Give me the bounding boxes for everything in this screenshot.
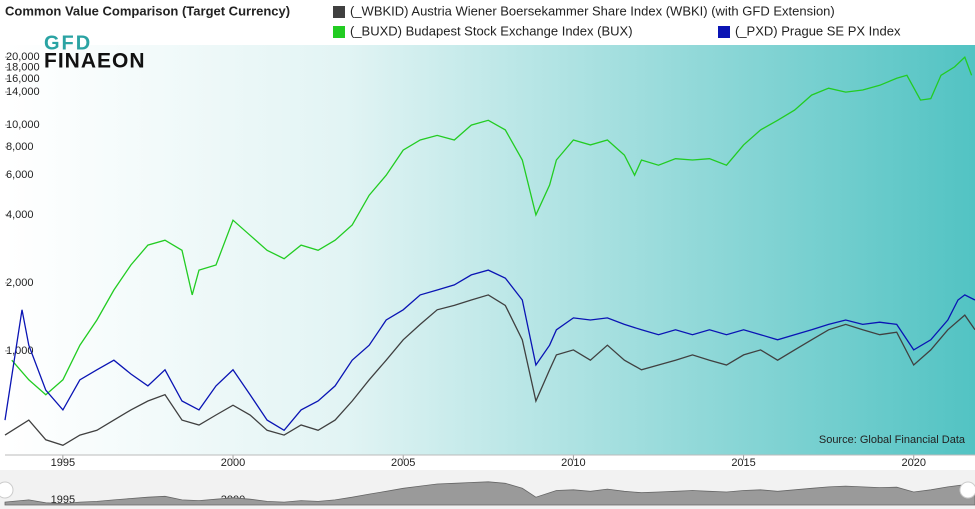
y-tick-label: 4,000 bbox=[6, 209, 34, 221]
plot-background bbox=[5, 45, 975, 455]
legend-label: (_BUXD) Budapest Stock Exchange Index (B… bbox=[350, 23, 633, 38]
x-tick-label: 2015 bbox=[731, 457, 755, 469]
source: Source: Global Financial Data bbox=[819, 434, 966, 446]
legend-swatch bbox=[718, 26, 730, 38]
x-tick-label: 2020 bbox=[901, 457, 925, 469]
legend-label: (_WBKID) Austria Wiener Boersekammer Sha… bbox=[350, 3, 835, 18]
y-tick-label: 16,000 bbox=[6, 73, 40, 85]
chart-title: Common Value Comparison (Target Currency… bbox=[5, 3, 290, 18]
y-tick-label: 10,000 bbox=[6, 119, 40, 131]
y-tick-label: 8,000 bbox=[6, 141, 34, 153]
y-tick-label: 2,000 bbox=[6, 277, 34, 289]
series-line bbox=[4, 269, 975, 432]
x-tick-label: 1995 bbox=[51, 457, 75, 469]
legend-swatch bbox=[333, 26, 345, 38]
y-tick-label: 6,000 bbox=[6, 169, 34, 181]
y-tick-label: 20,000 bbox=[6, 51, 40, 63]
logo-top: GFD bbox=[44, 32, 92, 54]
x-tick-label: 2005 bbox=[391, 457, 415, 469]
legend: (_WBKID) Austria Wiener Boersekammer Sha… bbox=[333, 3, 901, 38]
y-tick-label: 14,000 bbox=[6, 86, 40, 98]
series-line bbox=[11, 55, 973, 396]
legend-swatch bbox=[333, 6, 345, 18]
series-line bbox=[4, 294, 975, 447]
navigator-area bbox=[4, 481, 975, 506]
legend-label: (_PXD) Prague SE PX Index bbox=[735, 23, 901, 38]
navigator-handle[interactable] bbox=[959, 481, 975, 499]
logo-bottom: FINAEON bbox=[44, 50, 146, 73]
x-tick-label: 2010 bbox=[561, 457, 585, 469]
navigator-handle[interactable] bbox=[0, 481, 14, 499]
x-tick-label: 2000 bbox=[221, 457, 245, 469]
y-tick-label: 1,000 bbox=[6, 345, 34, 357]
y-tick-label: 18,000 bbox=[6, 61, 40, 73]
